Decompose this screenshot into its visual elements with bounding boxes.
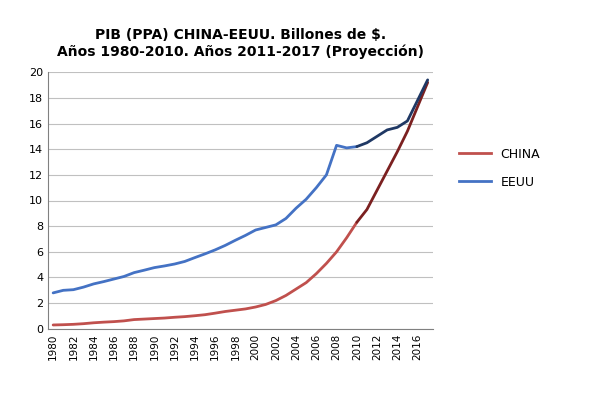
Text: PIB (PPA) CHINA-EEUU. Billones de $.
Años 1980-2010. Años 2011-2017 (Proyección): PIB (PPA) CHINA-EEUU. Billones de $. Año… bbox=[57, 28, 424, 59]
Legend: CHINA, EEUU: CHINA, EEUU bbox=[454, 143, 545, 194]
